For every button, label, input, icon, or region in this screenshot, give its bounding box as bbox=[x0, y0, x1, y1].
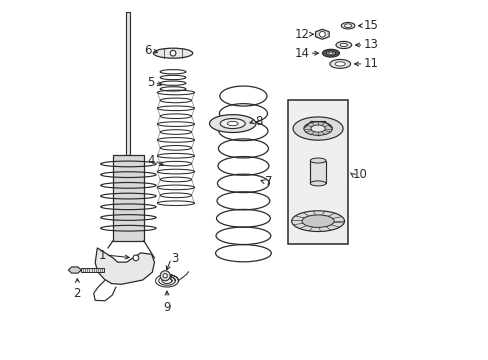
Circle shape bbox=[319, 31, 325, 37]
Ellipse shape bbox=[302, 215, 333, 228]
Text: 4: 4 bbox=[147, 154, 154, 167]
Circle shape bbox=[133, 255, 139, 261]
Text: 13: 13 bbox=[363, 39, 378, 51]
Ellipse shape bbox=[335, 41, 351, 49]
Ellipse shape bbox=[335, 62, 345, 66]
Circle shape bbox=[163, 274, 167, 278]
Bar bbox=[287, 100, 347, 244]
Text: 11: 11 bbox=[363, 57, 378, 71]
Text: 3: 3 bbox=[171, 252, 178, 265]
Polygon shape bbox=[315, 29, 328, 39]
Ellipse shape bbox=[340, 43, 346, 46]
Ellipse shape bbox=[227, 121, 238, 126]
Text: 8: 8 bbox=[255, 114, 262, 127]
Ellipse shape bbox=[341, 22, 354, 29]
Text: 6: 6 bbox=[144, 44, 151, 57]
Ellipse shape bbox=[220, 118, 244, 129]
Text: 7: 7 bbox=[264, 175, 272, 188]
Polygon shape bbox=[68, 267, 81, 273]
Circle shape bbox=[160, 271, 170, 281]
Polygon shape bbox=[95, 248, 154, 284]
Ellipse shape bbox=[344, 24, 351, 27]
Ellipse shape bbox=[209, 114, 255, 132]
Text: 2: 2 bbox=[73, 287, 81, 300]
Ellipse shape bbox=[329, 59, 350, 68]
Bar bbox=[125, 12, 130, 191]
Text: 5: 5 bbox=[147, 76, 154, 89]
Text: 14: 14 bbox=[294, 47, 309, 60]
Bar bbox=[81, 268, 104, 272]
Text: 10: 10 bbox=[352, 168, 367, 181]
Ellipse shape bbox=[322, 49, 339, 57]
Ellipse shape bbox=[291, 211, 344, 231]
Ellipse shape bbox=[309, 181, 325, 186]
Text: 12: 12 bbox=[294, 28, 309, 41]
Ellipse shape bbox=[153, 48, 192, 58]
Ellipse shape bbox=[309, 158, 325, 163]
Text: 15: 15 bbox=[363, 19, 378, 32]
Ellipse shape bbox=[325, 51, 335, 55]
Ellipse shape bbox=[303, 122, 332, 135]
Circle shape bbox=[170, 50, 176, 56]
Ellipse shape bbox=[310, 125, 325, 132]
Text: 9: 9 bbox=[163, 301, 170, 314]
Ellipse shape bbox=[328, 52, 332, 54]
Bar bbox=[309, 161, 325, 183]
Text: 1: 1 bbox=[98, 248, 106, 261]
Bar bbox=[113, 155, 143, 241]
Ellipse shape bbox=[292, 117, 343, 140]
